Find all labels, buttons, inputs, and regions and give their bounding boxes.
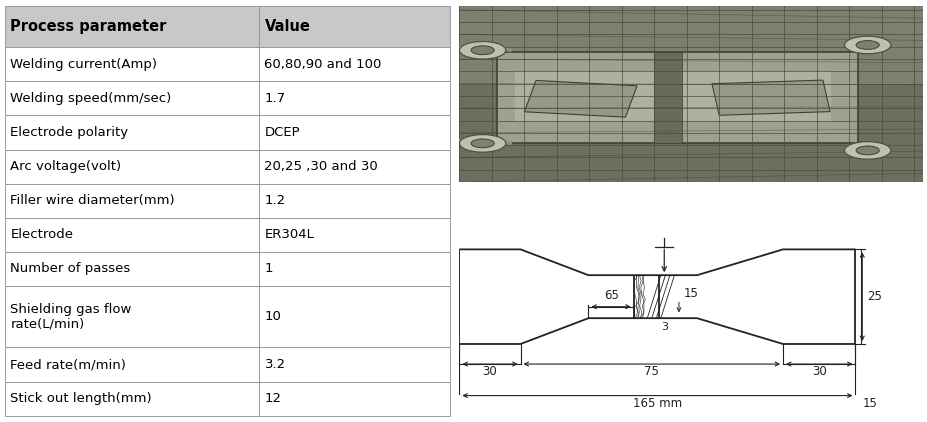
Text: 1: 1 (264, 262, 273, 276)
Circle shape (471, 139, 494, 148)
Bar (524, 81, 637, 117)
Bar (496, 52, 857, 143)
Bar (5, 47, 259, 81)
Text: 30: 30 (811, 365, 826, 379)
Text: Process parameter: Process parameter (10, 19, 167, 34)
Bar (259, 286, 450, 347)
Bar (5, 218, 259, 252)
Text: Arc voltage(volt): Arc voltage(volt) (10, 160, 121, 173)
Text: Electrode: Electrode (10, 228, 73, 241)
Circle shape (844, 142, 890, 159)
Bar (459, 6, 922, 85)
Text: ER304L: ER304L (264, 228, 314, 241)
Text: Stick out length(mm): Stick out length(mm) (10, 392, 152, 405)
Text: 65: 65 (603, 289, 617, 303)
Bar (5, 116, 259, 150)
Bar (259, 6, 450, 47)
Circle shape (459, 135, 505, 152)
Bar (259, 149, 450, 184)
Bar (514, 71, 830, 121)
Circle shape (471, 46, 494, 55)
Bar (259, 381, 450, 416)
Bar (5, 347, 259, 381)
Text: Value: Value (264, 19, 310, 34)
Text: 165 mm: 165 mm (632, 397, 681, 410)
Text: 30: 30 (482, 365, 497, 379)
Bar (259, 252, 450, 286)
Bar (711, 80, 830, 115)
Text: 15: 15 (861, 397, 876, 410)
Text: Number of passes: Number of passes (10, 262, 131, 276)
Bar (5, 252, 259, 286)
Text: 1.2: 1.2 (264, 194, 286, 207)
Bar (5, 149, 259, 184)
Text: 15: 15 (683, 287, 698, 300)
Circle shape (856, 41, 879, 49)
Text: Filler wire diameter(mm): Filler wire diameter(mm) (10, 194, 175, 207)
Circle shape (844, 36, 890, 54)
Text: 75: 75 (643, 365, 658, 379)
Circle shape (459, 41, 505, 59)
Bar (5, 184, 259, 218)
Bar (259, 347, 450, 381)
Text: Welding current(Amp): Welding current(Amp) (10, 58, 158, 71)
Text: 25: 25 (866, 290, 881, 303)
Bar (5, 81, 259, 116)
Text: 3.2: 3.2 (264, 358, 286, 371)
Text: 10: 10 (264, 310, 281, 323)
Bar (259, 218, 450, 252)
Bar (5, 286, 259, 347)
Bar (259, 184, 450, 218)
Text: Feed rate(m/min): Feed rate(m/min) (10, 358, 126, 371)
Text: DCEP: DCEP (264, 126, 299, 139)
Bar (259, 116, 450, 150)
Text: Electrode polarity: Electrode polarity (10, 126, 129, 139)
Text: 3: 3 (660, 322, 667, 333)
Text: 1.7: 1.7 (264, 92, 286, 105)
Bar (259, 47, 450, 81)
Text: Welding speed(mm/sec): Welding speed(mm/sec) (10, 92, 171, 105)
Bar (5, 6, 259, 47)
Circle shape (856, 146, 879, 155)
Text: Shielding gas flow
rate(L/min): Shielding gas flow rate(L/min) (10, 303, 132, 331)
Text: 12: 12 (264, 392, 281, 405)
Bar (259, 81, 450, 116)
Bar (5, 381, 259, 416)
Text: 60,80,90 and 100: 60,80,90 and 100 (264, 58, 381, 71)
Bar (654, 52, 681, 143)
Text: 20,25 ,30 and 30: 20,25 ,30 and 30 (264, 160, 378, 173)
